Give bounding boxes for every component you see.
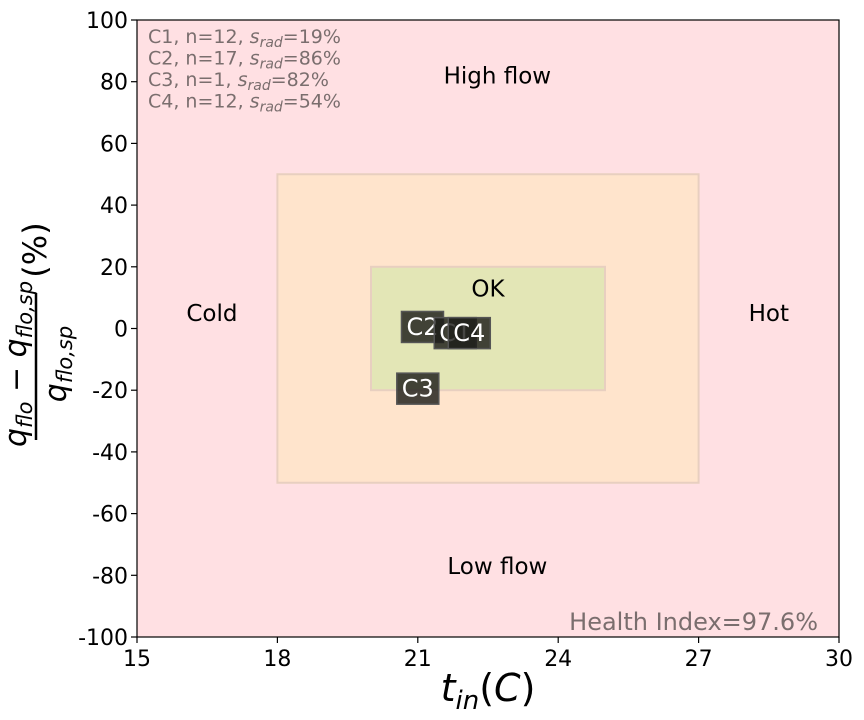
legend-entry: C1, n=12, srad=19% — [148, 26, 341, 51]
y-axis-label: qflo − qflo,sp qflo,sp (%) — [0, 222, 77, 447]
x-tick-label: 27 — [685, 647, 713, 672]
x-axis-label: tin(C) — [441, 666, 536, 716]
legend-entry: C2, n=17, srad=86% — [148, 48, 341, 73]
x-tick-label: 24 — [544, 647, 572, 672]
y-tick-label: -60 — [92, 503, 128, 528]
svg-text:qflo,sp: qflo,sp — [39, 326, 77, 402]
legend-entry: C3, n=1, srad=82% — [148, 69, 329, 94]
cluster-label: C3 — [402, 375, 434, 403]
y-tick-label: 60 — [100, 132, 128, 157]
clusters: C2C1C4C3 — [396, 310, 492, 405]
y-tick-label: -80 — [92, 564, 128, 589]
cluster-box — [396, 372, 440, 405]
region-label: OK — [471, 276, 505, 302]
x-tick-label: 30 — [825, 647, 853, 672]
x-tick-label: 21 — [404, 647, 432, 672]
cluster-label: C4 — [453, 319, 485, 347]
svg-text:(%): (%) — [16, 222, 54, 277]
y-tick-label: -40 — [92, 441, 128, 466]
region-label: Hot — [749, 301, 789, 327]
health-index: Health Index=97.6% — [569, 608, 818, 636]
legend: C1, n=12, srad=19%C2, n=17, srad=86%C3, … — [148, 26, 341, 116]
y-tick-label: -20 — [92, 379, 128, 404]
y-tick-label: -100 — [78, 626, 128, 651]
x-tick-label: 18 — [263, 647, 291, 672]
cluster-c4: C4 — [447, 316, 492, 350]
y-tick-label: 0 — [114, 318, 128, 343]
y-tick-label: 40 — [100, 194, 128, 219]
y-tick-label: 100 — [86, 9, 128, 34]
cluster-c3: C3 — [396, 372, 440, 405]
cluster-box — [447, 316, 492, 350]
region-label: Low flow — [447, 554, 547, 580]
y-tick-label: 20 — [100, 256, 128, 281]
y-ticks: 100 80 60 40 20 0 -20 -40 -60 -80 -100 — [78, 9, 137, 651]
region-labels: High flow Low flow Cold Hot OK — [186, 64, 789, 581]
x-ticks: 15 18 21 24 27 30 — [123, 637, 853, 672]
cluster-label: C2 — [406, 313, 438, 341]
legend-entry: C4, n=12, srad=54% — [148, 91, 341, 116]
svg-text:qflo − qflo,sp: qflo − qflo,sp — [0, 281, 37, 447]
region-label: Cold — [186, 301, 237, 327]
x-tick-label: 15 — [123, 647, 151, 672]
region-label: High flow — [444, 64, 552, 90]
cluster-c2: C2 — [400, 310, 445, 344]
y-tick-label: 80 — [100, 71, 128, 96]
